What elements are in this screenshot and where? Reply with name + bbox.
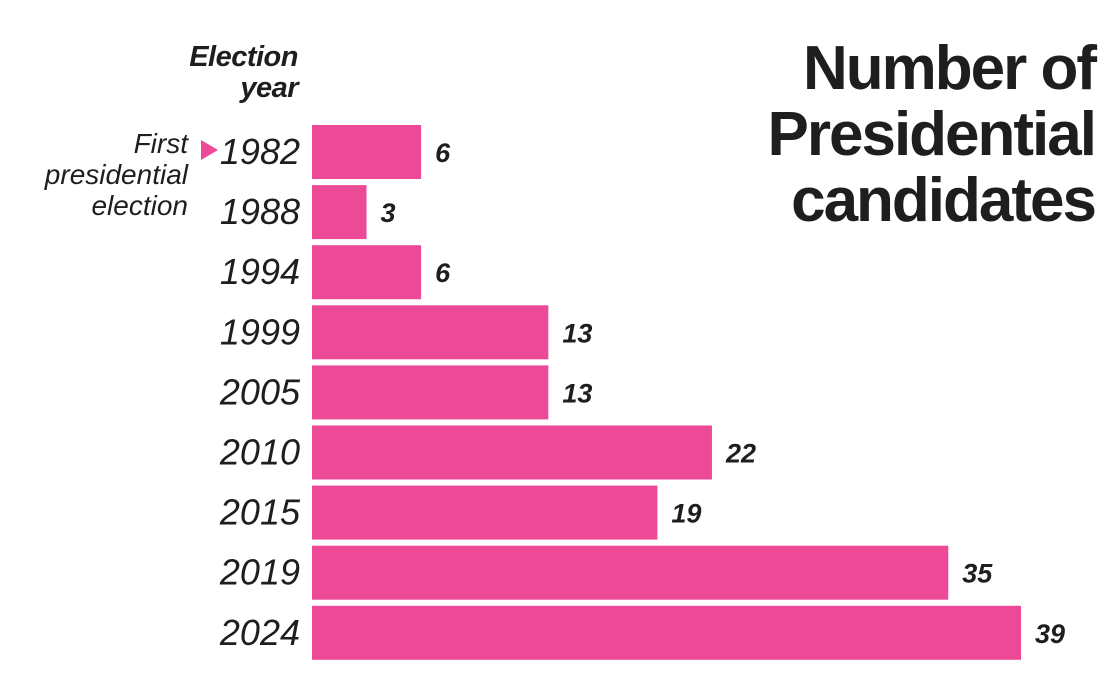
value-label-1982: 6	[435, 138, 451, 168]
value-label-1994: 6	[435, 258, 451, 288]
bar-2005	[312, 365, 549, 420]
year-label-2019: 2019	[219, 552, 300, 593]
year-label-1999: 1999	[220, 311, 300, 352]
value-label-2015: 19	[671, 499, 701, 529]
bar-1988	[312, 185, 367, 240]
annotation-pointer-icon	[201, 140, 218, 160]
bar-2019	[312, 545, 949, 600]
year-label-2015: 2015	[219, 492, 301, 533]
bar-2024	[312, 605, 1021, 660]
year-label-2010: 2010	[219, 432, 300, 473]
year-label-2024: 2024	[219, 612, 300, 653]
value-label-1999: 13	[562, 318, 592, 348]
bar-1994	[312, 245, 422, 300]
year-label-1982: 1982	[220, 131, 300, 172]
bar-2015	[312, 485, 658, 540]
value-label-2019: 35	[962, 559, 993, 589]
bar-1982	[312, 125, 422, 179]
year-label-1988: 1988	[220, 191, 300, 232]
year-label-1994: 1994	[220, 251, 300, 292]
year-label-2005: 2005	[219, 371, 301, 412]
value-label-1988: 3	[381, 198, 396, 228]
chart-title: Number of Presidential candidates	[767, 34, 1097, 235]
bar-2010	[312, 425, 712, 480]
bar-1999	[312, 305, 549, 360]
value-label-2010: 22	[725, 439, 756, 469]
value-label-2005: 13	[562, 378, 592, 408]
value-label-2024: 39	[1035, 619, 1065, 649]
y-axis-title: Election year	[189, 41, 298, 104]
first-election-annotation: First presidential election	[44, 128, 188, 221]
